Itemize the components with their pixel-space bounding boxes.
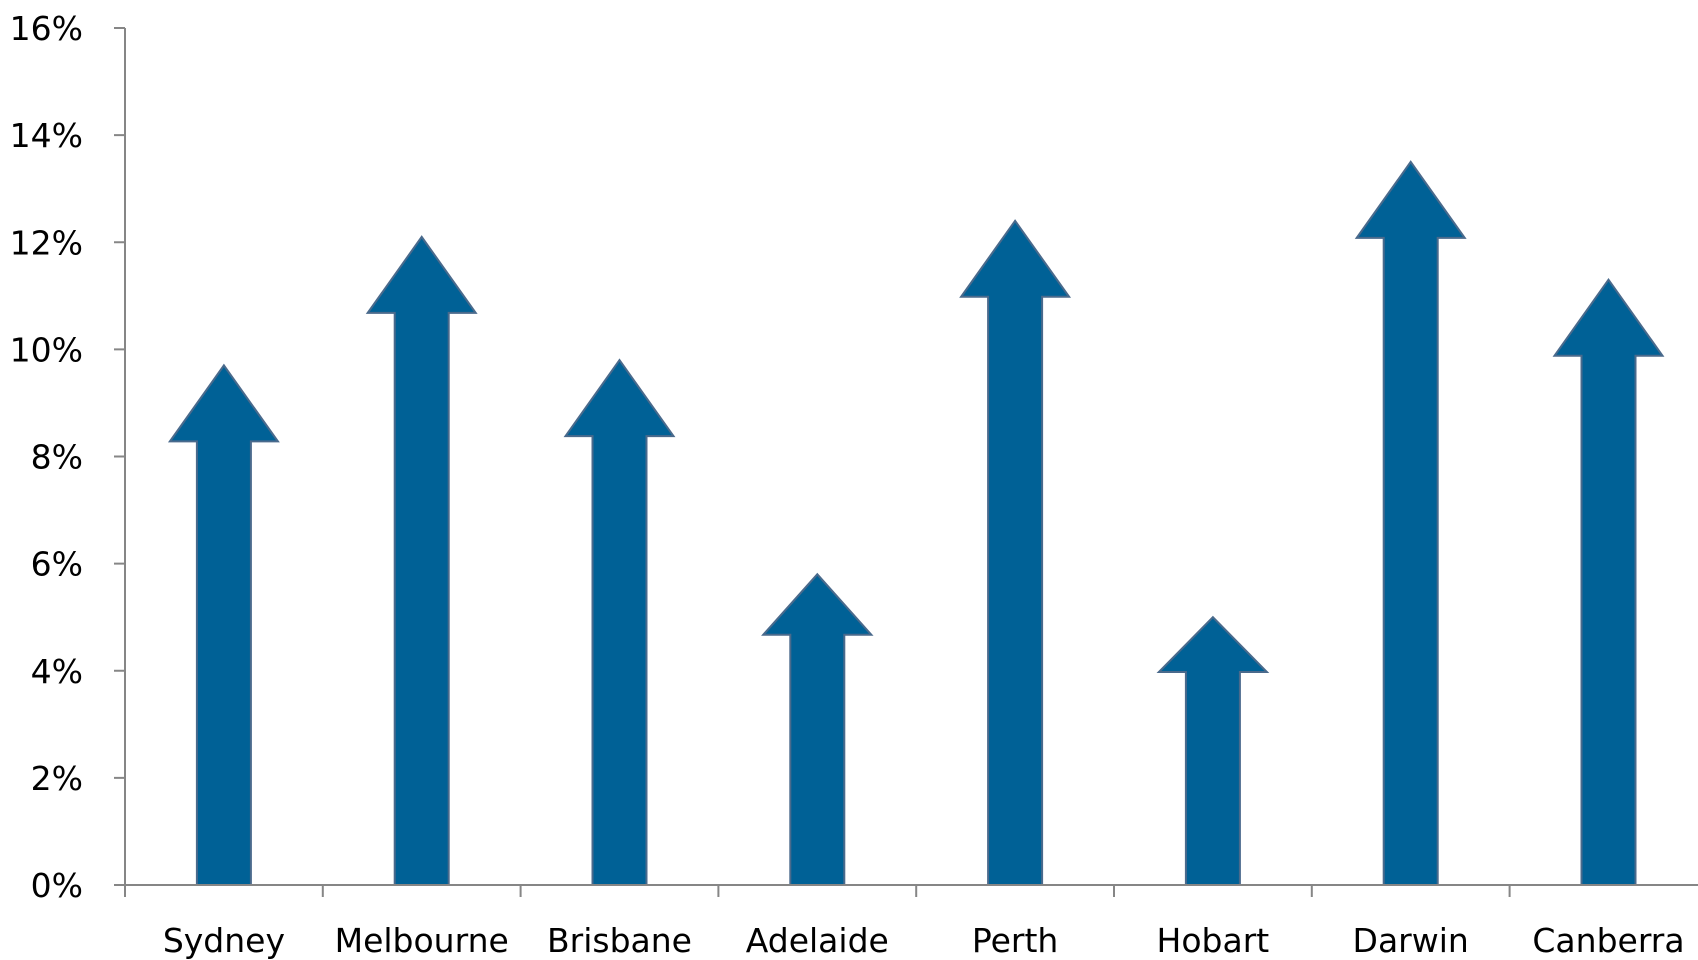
x-axis-ticks: Sydney Melbourne Brisbane Adelaide Perth Hoba…	[124, 885, 1685, 960]
bar-arrow-brisbane	[563, 358, 676, 886]
y-tick-label: 0%	[31, 866, 83, 905]
bar-arrow-darwin	[1354, 160, 1467, 886]
x-tick-label: Darwin	[1353, 921, 1469, 960]
y-tick-label: 2%	[31, 759, 83, 798]
bar-arrow-adelaide	[761, 572, 874, 886]
y-tick-label: 6%	[31, 545, 83, 584]
x-tick-label: Adelaide	[746, 921, 889, 960]
bar-arrow-canberra	[1552, 277, 1665, 886]
y-axis-ticks: 0% 2% 4% 6% 8% 10% 12% 14% 16%	[10, 9, 125, 905]
y-tick-label: 10%	[10, 330, 83, 369]
x-tick-label: Brisbane	[547, 921, 692, 960]
y-tick-label: 16%	[10, 9, 83, 48]
y-tick-label: 8%	[31, 438, 83, 477]
x-tick-label: Hobart	[1157, 921, 1270, 960]
y-tick-label: 14%	[10, 116, 83, 155]
x-tick-label: Sydney	[163, 921, 285, 960]
bar-arrow-melbourne	[365, 235, 478, 886]
x-tick-label: Melbourne	[335, 921, 509, 960]
y-tick-label: 4%	[31, 652, 83, 691]
bar-arrow-hobart	[1156, 615, 1270, 886]
x-tick-label: Perth	[972, 921, 1058, 960]
y-tick-label: 12%	[10, 223, 83, 262]
x-tick-label: Canberra	[1532, 921, 1684, 960]
bars	[167, 160, 1665, 886]
bar-arrow-sydney	[167, 363, 280, 886]
bar-arrow-perth	[959, 219, 1072, 886]
